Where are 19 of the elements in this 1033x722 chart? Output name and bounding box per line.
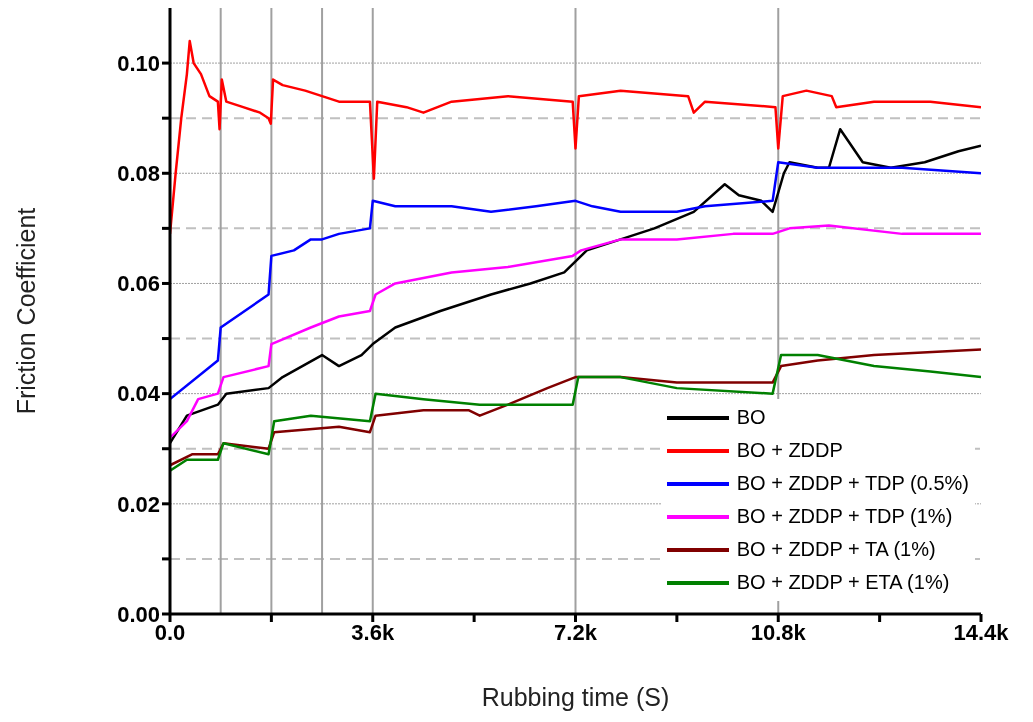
legend-label: BO + ZDDP + TDP (0.5%) [736, 471, 969, 496]
y-tick-label: 0.06 [117, 271, 160, 297]
y-tick-label: 0.04 [117, 381, 161, 407]
x-tick-label: 14.4k [953, 619, 1010, 645]
x-tick-label: 3.6k [351, 619, 395, 645]
legend-label: BO + ZDDP + TA (1%) [736, 537, 936, 562]
y-tick-label: 0.02 [117, 491, 160, 517]
line-series [170, 224, 981, 439]
y-axis-title: Friction Coefficient [11, 207, 40, 415]
legend-label: BO + ZDDP + ETA (1%) [736, 570, 950, 595]
x-axis-title: Rubbing time (S) [481, 683, 670, 711]
x-tick-label: 10.8k [750, 619, 807, 645]
y-tick-label: 0.10 [117, 50, 160, 76]
legend-label: BO + ZDDP [736, 438, 843, 463]
legend-label: BO + ZDDP + TDP (1%) [736, 504, 953, 529]
line-series [170, 161, 981, 401]
x-tick-label: 7.2k [554, 619, 598, 645]
legend-label: BO [736, 405, 766, 430]
y-tick-label: 0.08 [117, 161, 160, 187]
